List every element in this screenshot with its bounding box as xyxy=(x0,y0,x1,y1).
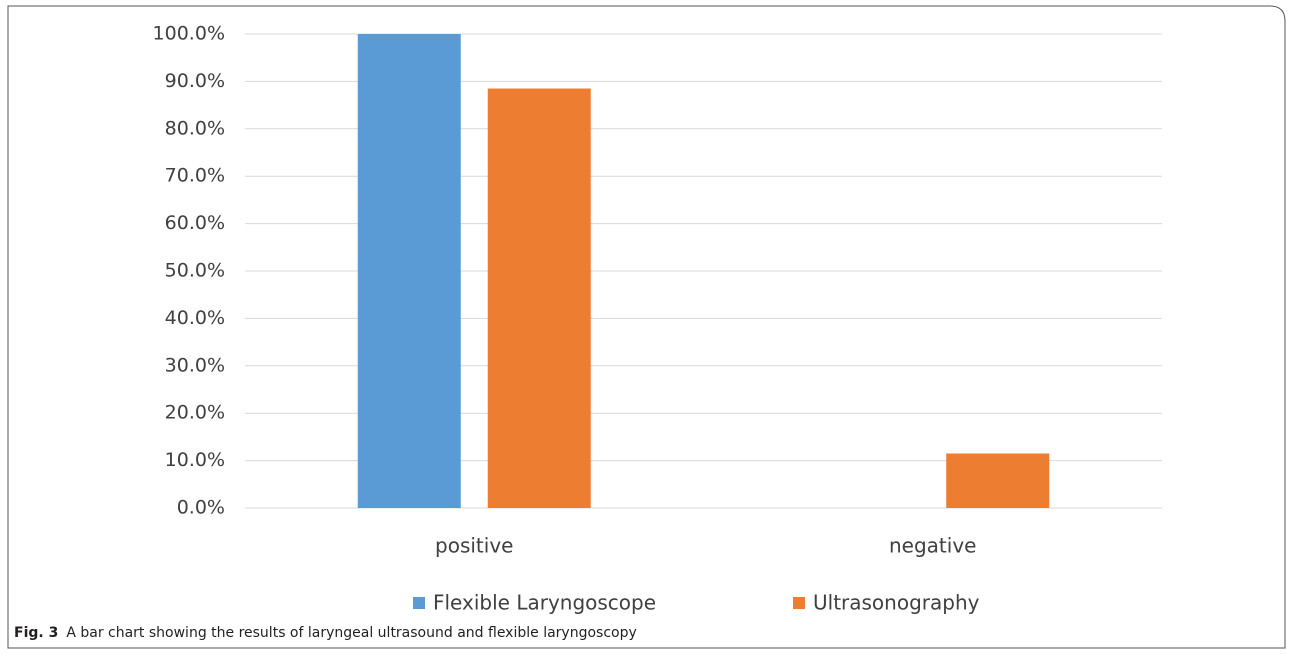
plot: 0.0% 10.0% 20.0% 30.0% 40.0% 50.0% 60.0% 70.0% 8… xyxy=(153,23,1162,615)
y-tick-label: 70.0% xyxy=(165,165,225,187)
x-tick-label: positive xyxy=(435,534,513,558)
y-tick-label: 60.0% xyxy=(165,212,225,234)
caption: Fig. 3 A bar chart showing the results of… xyxy=(14,625,637,641)
bar xyxy=(946,453,1050,508)
legend-swatch xyxy=(413,597,425,609)
y-tick-label: 20.0% xyxy=(165,402,225,424)
y-tick-label: 0.0% xyxy=(177,497,225,519)
bar xyxy=(487,88,591,508)
y-tick-label: 50.0% xyxy=(165,260,225,282)
legend-label: Ultrasonography xyxy=(813,591,980,615)
y-tick-label: 10.0% xyxy=(165,449,225,471)
caption-text: A bar chart showing the results of laryn… xyxy=(66,625,636,641)
y-tick-label: 80.0% xyxy=(165,117,225,139)
legend-swatch xyxy=(793,597,805,609)
y-tick-label: 40.0% xyxy=(165,307,225,329)
bar xyxy=(357,34,461,508)
y-tick-label: 90.0% xyxy=(165,70,225,92)
y-tick-label: 100.0% xyxy=(153,23,225,45)
x-tick-label: negative xyxy=(889,534,976,558)
legend-label: Flexible Laryngoscope xyxy=(433,591,656,615)
figure-border xyxy=(7,5,1286,649)
caption-label: Fig. 3 xyxy=(14,625,58,641)
y-tick-label: 30.0% xyxy=(165,354,225,376)
